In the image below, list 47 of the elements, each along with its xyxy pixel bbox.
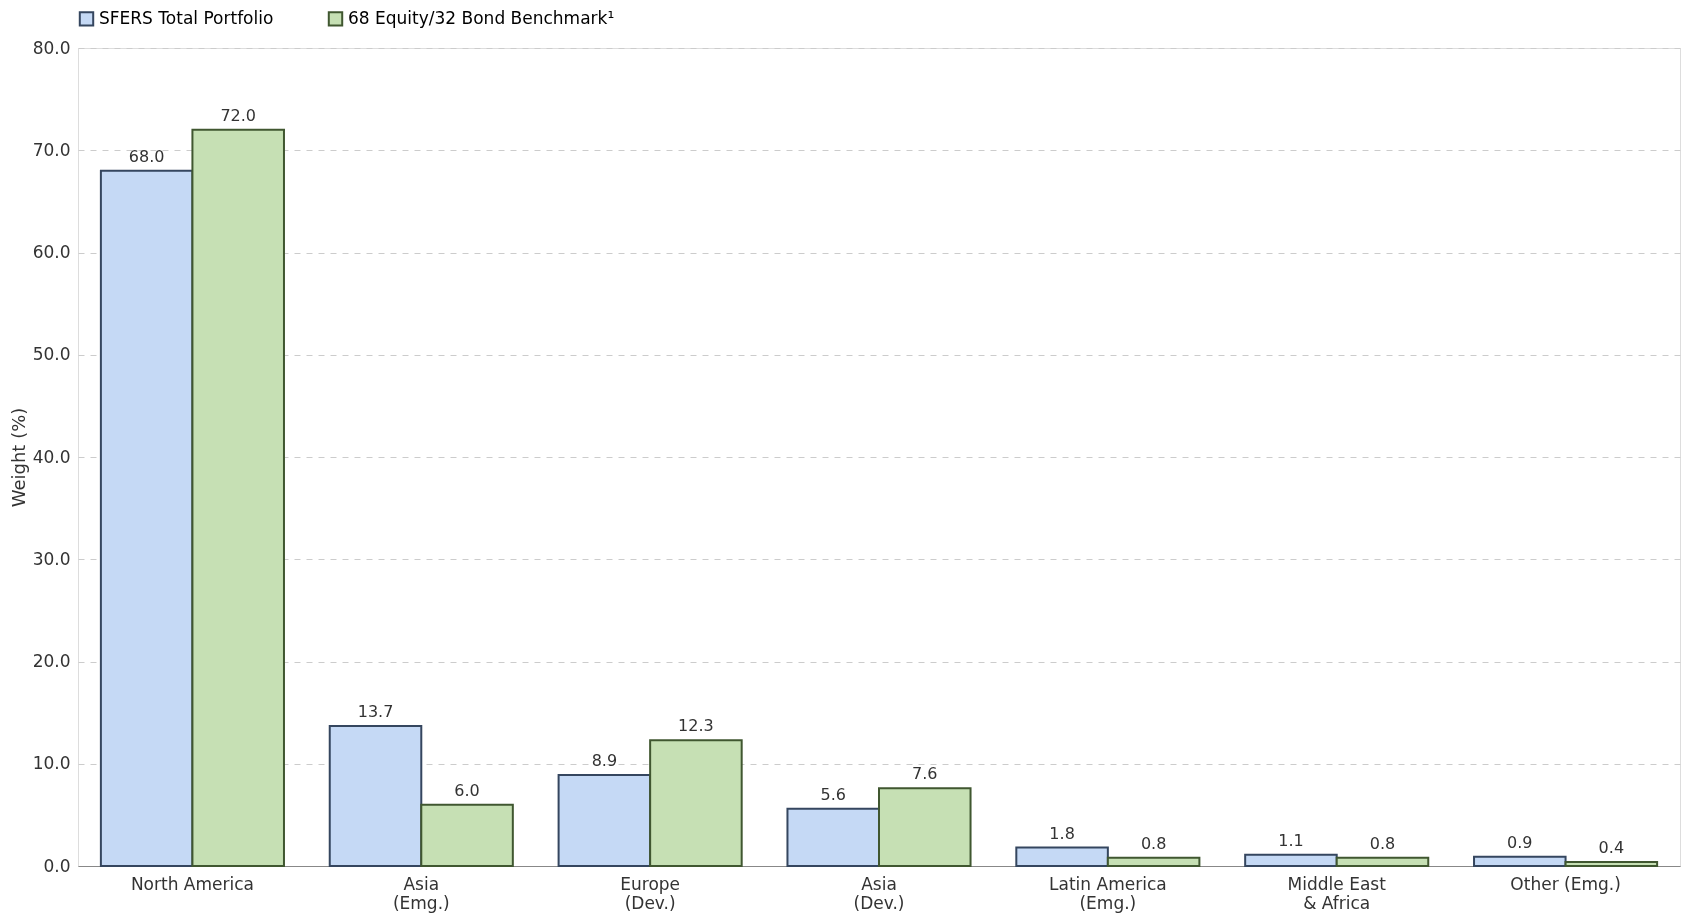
data-label: 6.0 [454, 780, 480, 800]
legend-label: SFERS Total Portfolio [99, 7, 274, 28]
y-tick-label: 10.0 [32, 753, 71, 774]
bar [191, 128, 285, 867]
bar [1564, 860, 1659, 867]
bar [1106, 856, 1201, 867]
bar [328, 724, 423, 867]
y-tick-label: 20.0 [32, 651, 71, 671]
bar [878, 787, 972, 867]
y-tick-label: 40.0 [32, 446, 71, 467]
x-tick-label: Asia (Dev.) [853, 873, 905, 913]
y-tick-label: 0.0 [43, 855, 71, 876]
y-tick-label: 80.0 [32, 37, 71, 58]
data-label: 12.3 [678, 716, 714, 736]
data-label: 0.4 [1598, 837, 1625, 857]
data-label: 1.8 [1049, 823, 1075, 843]
bar [420, 803, 514, 867]
x-tick-label: Latin America (Emg.) [1049, 873, 1167, 913]
bar [1335, 856, 1430, 867]
y-tick-label: 60.0 [32, 242, 71, 262]
bar [786, 807, 880, 867]
bar [1473, 855, 1567, 867]
data-label: 7.6 [912, 764, 938, 784]
data-label: 8.9 [591, 751, 618, 770]
y-tick-label: 30.0 [32, 548, 71, 569]
data-label: 0.8 [1140, 833, 1167, 853]
x-tick-label: Asia (Emg.) [392, 873, 450, 913]
bar [99, 169, 194, 867]
x-tick-label: Europe (Dev.) [620, 873, 681, 913]
data-label: 1.1 [1278, 830, 1304, 850]
data-label: 0.8 [1369, 833, 1396, 853]
data-label: 5.6 [820, 784, 846, 804]
y-tick-label: 70.0 [32, 139, 71, 160]
data-label: 13.7 [357, 701, 394, 721]
bar [557, 774, 652, 867]
y-tick-label: 50.0 [32, 344, 71, 365]
legend-label: 68 Equity/32 Bond Benchmark¹ [348, 7, 615, 28]
x-tick-label: Middle East & Africa [1287, 873, 1387, 913]
bar [1015, 846, 1109, 867]
x-tick-label: North America [130, 873, 254, 894]
bar [649, 739, 743, 867]
bar [1244, 853, 1338, 867]
data-label: 68.0 [128, 146, 165, 166]
y-axis-title: Weight (%) [7, 407, 29, 508]
data-label: 72.0 [220, 105, 257, 125]
data-label: 0.9 [1507, 832, 1533, 852]
x-tick-label: Other (Emg.) [1510, 873, 1621, 894]
